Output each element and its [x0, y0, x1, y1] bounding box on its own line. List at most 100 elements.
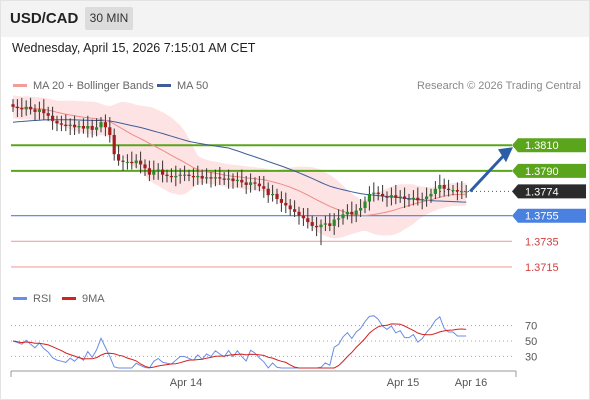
candle-body [169, 175, 173, 178]
candle-body [231, 178, 235, 182]
legend-9ma: 9MA [62, 293, 105, 305]
candle-body [117, 154, 121, 161]
candle-body [178, 174, 182, 176]
candle-body [20, 108, 24, 110]
candle-body [284, 202, 288, 206]
timeframe-button[interactable]: 30 MIN [85, 7, 133, 30]
candle-body [433, 188, 437, 194]
legend-bollinger-label: MA 20 + Bollinger Bands [33, 80, 154, 92]
level-label-1.3810: 1.3810 [525, 140, 559, 152]
candle-body [411, 197, 415, 200]
candle-body [455, 190, 459, 192]
candle-body [174, 175, 178, 178]
candle-body [42, 109, 46, 114]
candle-body [394, 195, 398, 198]
candle-body [147, 168, 151, 175]
candle-body [253, 182, 257, 184]
candle-body [15, 106, 19, 109]
candle-body [310, 222, 314, 226]
projection-arrow [469, 154, 506, 193]
candle-body [407, 199, 411, 201]
candle-body [227, 178, 231, 180]
candle-body [165, 174, 169, 176]
candle-body [240, 179, 244, 183]
candle-body [200, 175, 204, 179]
candle-body [125, 161, 129, 163]
legend-bollinger: MA 20 + Bollinger Bands [13, 80, 154, 92]
candle-body [332, 219, 336, 226]
level-label-1.3735: 1.3735 [525, 236, 559, 248]
candle-body [90, 126, 94, 130]
candle-body [218, 177, 222, 179]
credit-text: Research © 2026 Trading Central [416, 80, 581, 92]
candle-body [460, 191, 464, 193]
candle-body [108, 127, 112, 135]
ma20-line [12, 106, 467, 217]
candle-body [328, 223, 332, 226]
candle-body [279, 199, 283, 203]
rsi-tick-30: 30 [525, 351, 537, 363]
candle-body [134, 160, 138, 164]
candle-body [103, 122, 107, 128]
projection-arrow-head [498, 147, 513, 163]
candle-body [46, 113, 50, 116]
candle-body [249, 182, 253, 185]
candle-body [403, 196, 407, 200]
candle-body [438, 184, 442, 189]
x-tick-Apr-14: Apr 14 [170, 377, 202, 389]
candle-body [213, 177, 217, 179]
candle-body [64, 124, 68, 126]
candle-body [156, 169, 160, 171]
rsi-ma-swatch-icon [62, 296, 76, 300]
level-label-1.3755: 1.3755 [525, 211, 559, 223]
legend-9ma-label: 9MA [82, 293, 105, 305]
candle-body [442, 184, 446, 189]
level-tag-1.3755 [512, 208, 586, 223]
candle-body [315, 225, 319, 228]
candle-body [447, 188, 451, 191]
candle-body [99, 122, 103, 128]
candle-body [464, 191, 468, 193]
candle-body [235, 179, 239, 182]
legend-rsi-label: RSI [33, 293, 52, 305]
candle-body [183, 174, 187, 176]
candle-body [187, 174, 191, 176]
candle-body [95, 127, 99, 130]
rsi-tick-50: 50 [525, 336, 537, 348]
candle-body [209, 177, 213, 179]
symbol-title: USD/CAD [10, 10, 79, 27]
candle-body [257, 183, 261, 187]
datetime-label: Wednesday, April 15, 2026 7:15:01 AM CET [12, 41, 256, 55]
candle-body [271, 193, 275, 196]
legend-rsi: RSI [13, 293, 51, 305]
candle-body [451, 190, 455, 192]
candle-body [306, 218, 310, 223]
candle-body [222, 178, 226, 180]
candle-body [372, 192, 376, 194]
candle-body [81, 126, 85, 129]
candle-body [59, 123, 63, 125]
candle-body [86, 126, 90, 129]
candle-body [381, 193, 385, 197]
candle-body [350, 211, 354, 215]
legend-ma50: MA 50 [157, 80, 208, 92]
x-tick-Apr-15: Apr 15 [387, 377, 419, 389]
candle-body [196, 175, 200, 178]
candle-body [11, 104, 15, 107]
ma50-swatch-icon [157, 83, 171, 87]
candle-body [376, 192, 380, 194]
level-tag-1.3790 [512, 163, 586, 178]
candle-body [24, 106, 28, 110]
candle-body [367, 193, 371, 202]
rsi-line [12, 315, 467, 369]
candle-body [297, 211, 301, 216]
candle-body [416, 197, 420, 201]
candle-body [337, 218, 341, 220]
candle-body [262, 186, 266, 189]
candle-body [33, 109, 37, 112]
candle-body [319, 224, 323, 228]
candle-body [205, 177, 209, 179]
candle-body [354, 210, 358, 215]
candle-body [288, 205, 292, 210]
